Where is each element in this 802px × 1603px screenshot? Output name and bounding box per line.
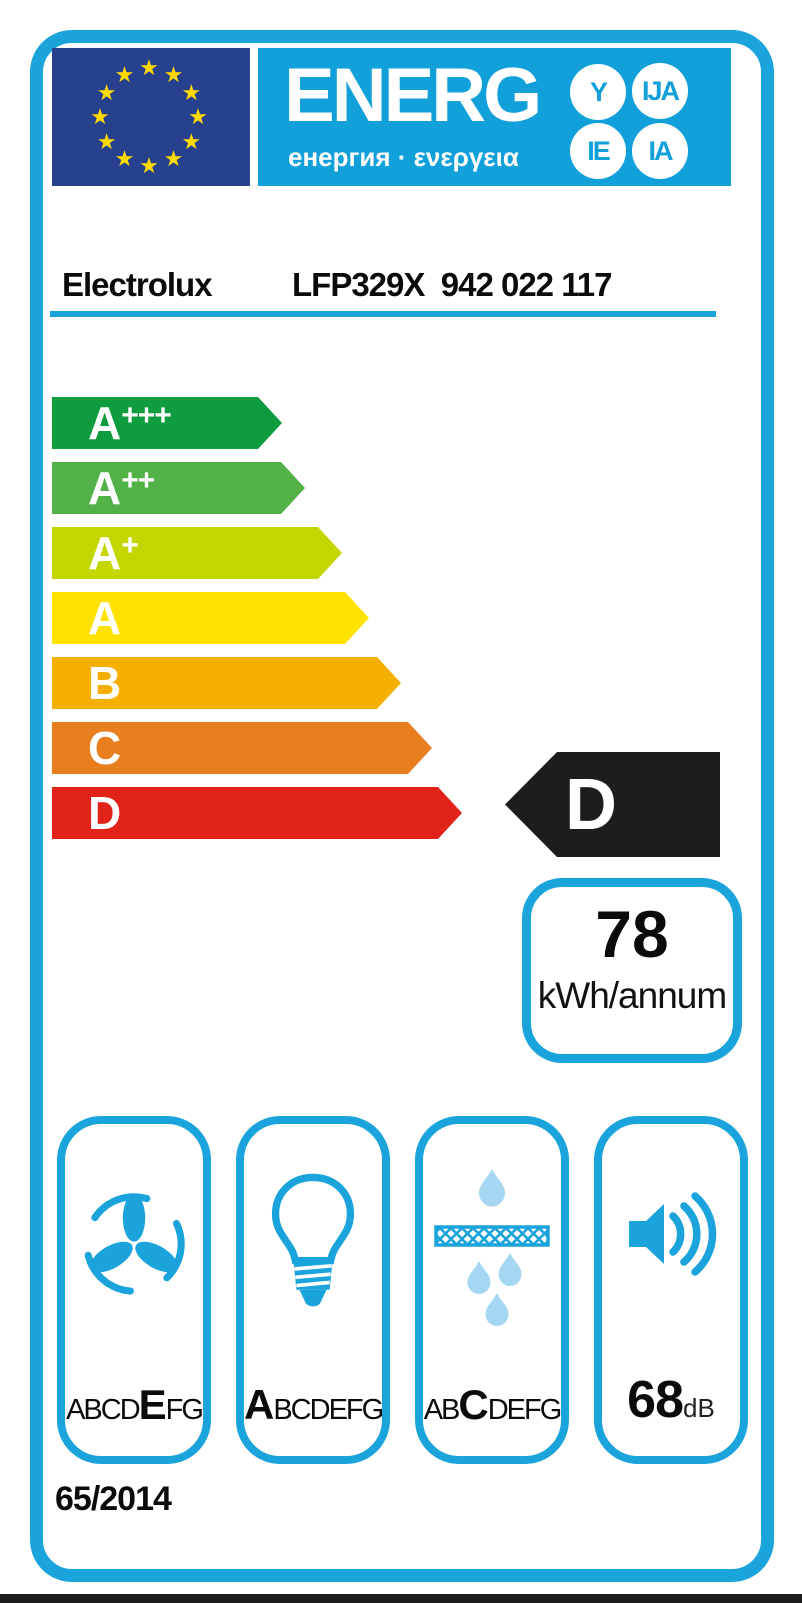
grade-plus-signs: + [121, 529, 138, 562]
brand-divider-rule [50, 311, 716, 317]
energ-title: ENERG [284, 53, 542, 138]
regulation-number: 65/2014 [55, 1480, 172, 1518]
eu-flag-star: ★ [139, 55, 159, 80]
eu-flag-star: ★ [96, 128, 117, 154]
noise-level-value: 68dB [602, 1374, 740, 1426]
eu-flag-star: ★ [163, 61, 184, 87]
annual-energy-box: 78 kWh/annum [522, 878, 742, 1063]
eu-flag-star: ★ [181, 128, 202, 154]
letters-pre: ABCD [66, 1394, 141, 1426]
grease-filter-icon [423, 1124, 561, 1364]
energy-class-arrow-d: D [52, 787, 462, 839]
letters-post: BCDEFG [273, 1394, 384, 1426]
bottom-edge-bar [0, 1594, 802, 1603]
energy-header-band: ENERG енергия · ενεργεια Y IJA IE IA [258, 48, 731, 186]
selected-class-arrow: D [505, 752, 720, 857]
lighting-efficiency-letters: ABCDEFG [244, 1381, 384, 1428]
eu-flag-star: ★ [181, 79, 202, 105]
fluid-dynamic-efficiency-box: ABCDEFG [57, 1116, 211, 1464]
grade-letter: A [88, 397, 122, 449]
eu-flag-star: ★ [114, 146, 135, 172]
eu-flag-star: ★ [90, 104, 110, 129]
letters-highlight: A [244, 1381, 274, 1428]
lighting-efficiency-box: ABCDEFG [236, 1116, 390, 1464]
eu-flag: ★ ★ ★ ★ ★ ★ ★ ★ ★ ★ ★ ★ [52, 48, 250, 186]
bulb-icon [244, 1124, 382, 1364]
language-badge-y: Y [570, 64, 626, 120]
letters-post: DEFG [487, 1394, 563, 1426]
noise-number: 68 [627, 1371, 684, 1429]
energy-class-arrow-a: A [52, 592, 369, 644]
brand-name: Electrolux [62, 266, 213, 303]
annual-energy-value: 78 [595, 897, 669, 971]
language-badge-ia: IA [632, 123, 688, 179]
grade-letter: A [88, 462, 122, 514]
eu-flag-star: ★ [96, 79, 117, 105]
fluid-dynamic-efficiency-letters: ABCDEFG [65, 1381, 204, 1428]
grade-plus-signs: +++ [121, 399, 171, 432]
eu-flag-star: ★ [114, 61, 135, 87]
letters-post: FG [165, 1394, 204, 1426]
model-number: LFP329X 942 022 117 [292, 266, 612, 303]
energy-class-arrow-a1plus: A + [52, 527, 342, 579]
language-badge-ija: IJA [632, 63, 688, 119]
eu-flag-star: ★ [139, 153, 159, 178]
grade-letter: B [88, 657, 122, 709]
grade-letter: D [88, 787, 122, 839]
energy-class-arrow-c: C [52, 722, 432, 774]
energy-class-arrow-a3plus: A +++ [52, 397, 282, 449]
noise-unit: dB [683, 1393, 715, 1423]
energ-subtitle: енергия · ενεργεια [288, 142, 519, 172]
grade-letter: C [88, 722, 122, 774]
selected-class-letter: D [565, 764, 617, 845]
sound-icon [602, 1124, 740, 1344]
energy-class-arrow-b: B [52, 657, 401, 709]
eu-flag-star: ★ [163, 146, 184, 172]
energy-class-arrow-a2plus: A ++ [52, 462, 305, 514]
fan-icon [65, 1124, 203, 1364]
eu-flag-star: ★ [188, 104, 208, 129]
letters-highlight: E [138, 1381, 167, 1428]
noise-level-box: 68dB [594, 1116, 748, 1464]
grade-letter: A [88, 592, 122, 644]
language-badge-ie: IE [570, 123, 626, 179]
letters-highlight: C [458, 1381, 488, 1428]
grade-plus-signs: ++ [121, 464, 155, 497]
grade-letter: A [88, 527, 122, 579]
annual-energy-unit: kWh/annum [537, 975, 727, 1016]
grease-filtering-box: ABCDEFG [415, 1116, 569, 1464]
grease-filtering-letters: ABCDEFG [423, 1381, 563, 1428]
letters-pre: AB [423, 1394, 461, 1426]
